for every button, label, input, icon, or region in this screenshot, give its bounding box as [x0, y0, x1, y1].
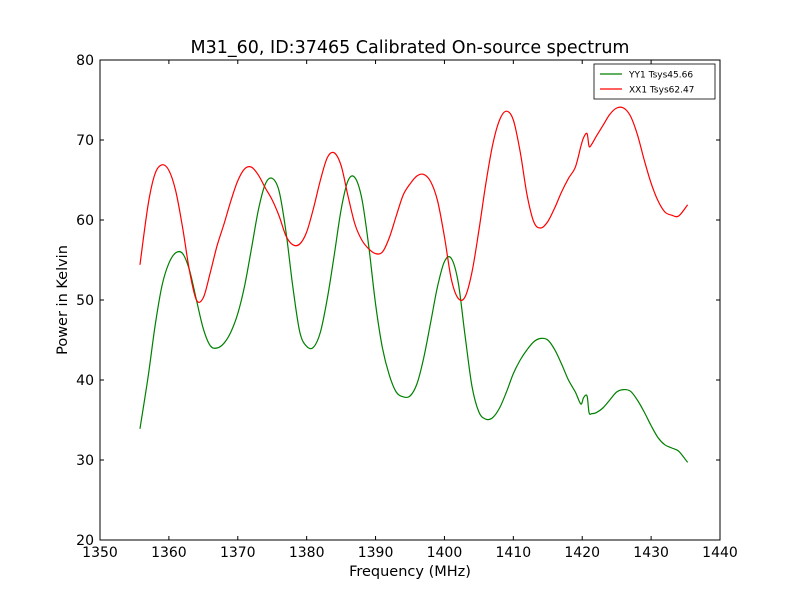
x-tick-label: 1410 [496, 545, 532, 561]
y-tick-label: 20 [76, 533, 94, 549]
x-tick-label: 1350 [82, 545, 118, 561]
plot-area: 1350 1360 1370 1380 1390 1400 1410 1420 1430 1440… [76, 53, 738, 561]
x-tick-label: 1370 [220, 545, 256, 561]
y-tick-label: 70 [76, 133, 94, 149]
x-tick-label: 1390 [358, 545, 394, 561]
x-tick-label: 1430 [633, 545, 669, 561]
legend-label-yy1: YY1 Tsys45.66 [628, 71, 693, 81]
y-axis-label: Power in Kelvin [55, 245, 71, 355]
x-axis-label: Frequency (MHz) [349, 564, 471, 580]
legend-box [593, 63, 716, 100]
x-axis: 1350 1360 1370 1380 1390 1400 1410 1420 1430 1440 [82, 60, 738, 561]
y-tick-label: 80 [76, 53, 94, 69]
y-tick-label: 30 [76, 453, 94, 469]
x-tick-label: 1380 [289, 545, 325, 561]
legend-label-xx1: XX1 Tsys62.47 [629, 86, 694, 96]
series-line-xx1 [139, 106, 689, 303]
y-tick-label: 40 [76, 373, 94, 389]
y-axis: 20 30 40 50 60 70 80 [76, 53, 720, 549]
x-tick-label: 1440 [702, 545, 738, 561]
y-tick-label: 50 [76, 293, 94, 309]
x-tick-label: 1360 [151, 545, 187, 561]
x-tick-label: 1400 [427, 545, 463, 561]
x-tick-label: 1420 [564, 545, 600, 561]
axes-background [100, 60, 720, 540]
series-line-yy1 [139, 175, 689, 463]
legend: YY1 Tsys45.66 XX1 Tsys62.47 [593, 63, 716, 100]
series-layer [139, 106, 689, 463]
chart-title: M31_60, ID:37465 Calibrated On-source sp… [191, 38, 630, 58]
y-tick-label: 60 [76, 213, 94, 229]
